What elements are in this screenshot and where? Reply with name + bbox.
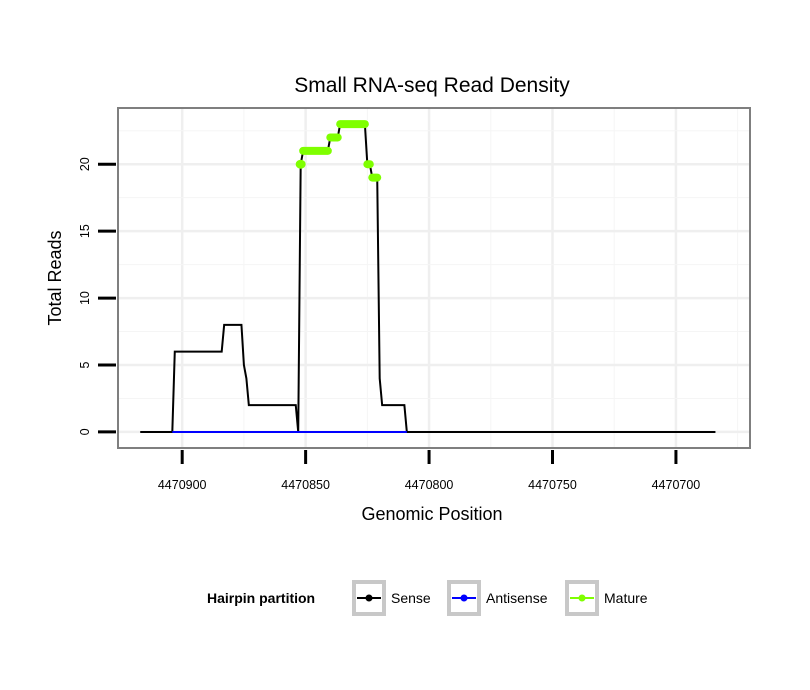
legend-entry-antisense: Antisense (447, 580, 548, 616)
x-tick-label: 4470850 (281, 478, 330, 492)
y-axis-title: Total Reads (45, 230, 65, 325)
y-tick-label: 20 (78, 157, 92, 171)
series-layer (140, 120, 716, 433)
chart-title: Small RNA-seq Read Density (294, 74, 570, 97)
legend-entry-sense: Sense (352, 580, 431, 616)
legend-key-sense (352, 580, 386, 616)
x-tick-label: 4470900 (158, 478, 207, 492)
legend-title: Hairpin partition (207, 590, 315, 606)
legend-label-mature: Mature (604, 590, 648, 606)
legend-label-sense: Sense (391, 590, 431, 606)
legend-dot-antisense (460, 594, 468, 602)
y-tick-label: 15 (78, 224, 92, 238)
x-axis: 4470900 4470850 4470800 4470750 4470700 (158, 450, 700, 492)
y-tick-label: 5 (78, 361, 92, 368)
y-tick-label: 0 (78, 428, 92, 435)
legend: Hairpin partition Sense Antisense Mature (207, 580, 648, 616)
series-point-mature (295, 159, 306, 169)
y-tick-label: 10 (78, 291, 92, 305)
legend-dot-mature (578, 594, 586, 602)
x-tick-label: 4470800 (405, 478, 454, 492)
plot-background (118, 108, 750, 448)
x-tick-label: 4470750 (528, 478, 577, 492)
x-axis-title: Genomic Position (361, 504, 502, 524)
y-axis: 0 5 10 15 20 (78, 157, 116, 435)
legend-dot-sense (365, 594, 373, 602)
legend-label-antisense: Antisense (486, 590, 548, 606)
plot-border (117, 107, 751, 449)
x-tick-label: 4470700 (652, 478, 701, 492)
legend-entry-mature: Mature (565, 580, 648, 616)
plot-panel (117, 107, 751, 449)
